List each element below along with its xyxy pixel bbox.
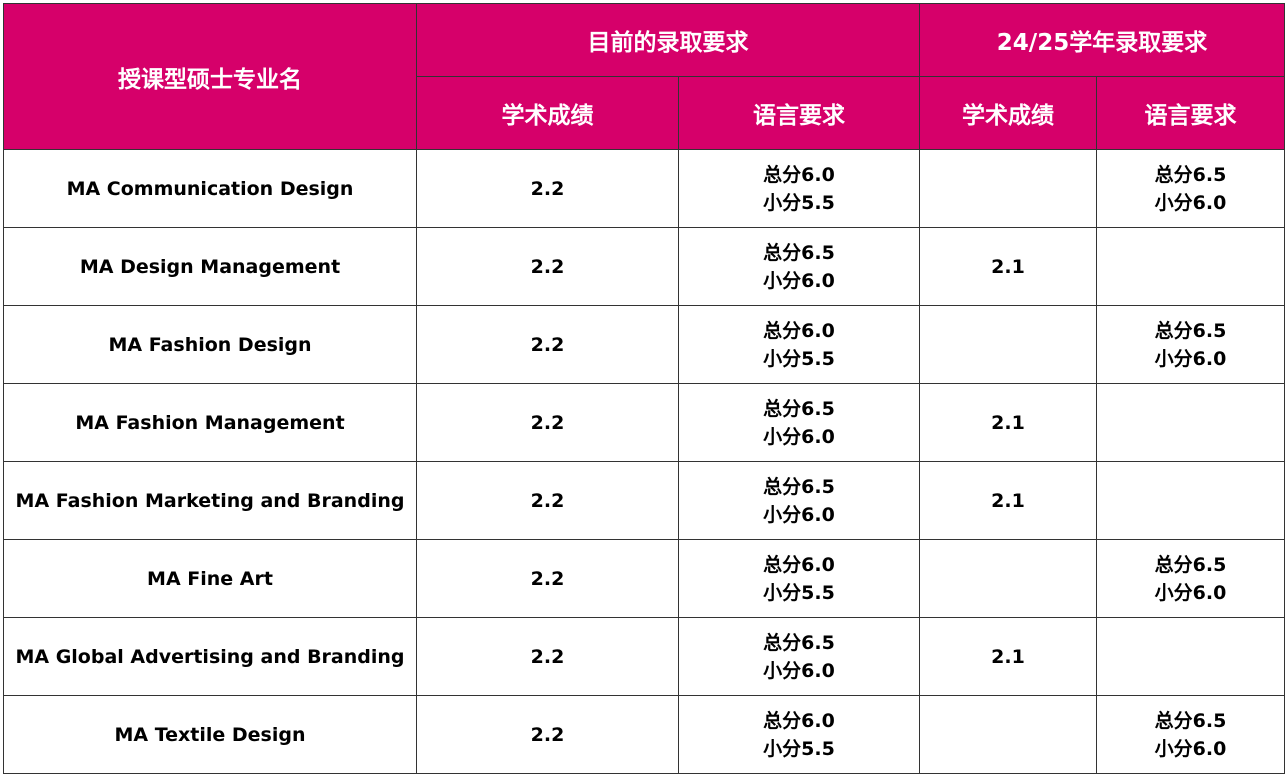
future-language-cell	[1095, 383, 1286, 462]
overall-score: 总分6.5	[763, 241, 835, 264]
future-academic-cell: 2.1	[919, 383, 1097, 462]
future-academic-cell	[919, 149, 1097, 228]
sub-score: 小分5.5	[763, 191, 835, 214]
current-language-cell: 总分6.0 小分5.5	[678, 695, 920, 774]
sub-score: 小分5.5	[763, 581, 835, 604]
overall-score: 总分6.5	[763, 397, 835, 420]
current-academic-cell: 2.2	[416, 305, 679, 384]
current-academic-cell: 2.2	[416, 383, 679, 462]
overall-score: 总分6.5	[1154, 709, 1227, 732]
header-program-name: 授课型硕士专业名	[3, 3, 417, 150]
table-row: MA Communication Design 2.2 总分6.0 小分5.5 总…	[3, 149, 1286, 228]
table-row: MA Global Advertising and Branding 2.2 总…	[3, 617, 1286, 696]
table-row: MA Textile Design 2.2 总分6.0 小分5.5 总分6.5 小分…	[3, 695, 1286, 774]
sub-score: 小分6.0	[1154, 737, 1227, 760]
future-academic-cell	[919, 539, 1097, 618]
current-language-cell: 总分6.5 小分6.0	[678, 227, 920, 306]
admission-requirements-table: 授课型硕士专业名 目前的录取要求 24/25学年录取要求 学术成绩 语言要求 学…	[3, 3, 1286, 774]
current-academic-cell: 2.2	[416, 227, 679, 306]
sub-score: 小分6.0	[763, 269, 835, 292]
sub-score: 小分6.0	[1154, 347, 1227, 370]
overall-score: 总分6.0	[763, 319, 835, 342]
sub-score: 小分6.0	[763, 503, 835, 526]
header-future-academic: 学术成绩	[919, 76, 1097, 150]
table-row: MA Fashion Marketing and Branding 2.2 总分…	[3, 461, 1286, 540]
program-name-cell: MA Fashion Marketing and Branding	[3, 461, 417, 540]
current-academic-cell: 2.2	[416, 149, 679, 228]
program-name-cell: MA Global Advertising and Branding	[3, 617, 417, 696]
future-academic-cell: 2.1	[919, 461, 1097, 540]
overall-score: 总分6.5	[763, 475, 835, 498]
program-name-cell: MA Textile Design	[3, 695, 417, 774]
program-name-cell: MA Fashion Management	[3, 383, 417, 462]
future-academic-cell	[919, 695, 1097, 774]
overall-score: 总分6.5	[1154, 163, 1227, 186]
overall-score: 总分6.5	[1154, 319, 1227, 342]
future-academic-cell: 2.1	[919, 617, 1097, 696]
table-row: MA Fashion Design 2.2 总分6.0 小分5.5 总分6.5 小分…	[3, 305, 1286, 384]
sub-score: 小分6.0	[1154, 191, 1227, 214]
future-language-cell	[1095, 617, 1286, 696]
program-name-cell: MA Design Management	[3, 227, 417, 306]
current-academic-cell: 2.2	[416, 539, 679, 618]
current-academic-cell: 2.2	[416, 461, 679, 540]
overall-score: 总分6.5	[1154, 553, 1227, 576]
header-current-language: 语言要求	[678, 76, 920, 150]
sub-score: 小分5.5	[763, 347, 835, 370]
future-academic-cell: 2.1	[919, 227, 1097, 306]
table-row: MA Fine Art 2.2 总分6.0 小分5.5 总分6.5 小分6.0	[3, 539, 1286, 618]
overall-score: 总分6.0	[763, 163, 835, 186]
admission-requirements-table-container: 授课型硕士专业名 目前的录取要求 24/25学年录取要求 学术成绩 语言要求 学…	[3, 3, 1286, 774]
program-name-cell: MA Fine Art	[3, 539, 417, 618]
future-language-cell	[1095, 461, 1286, 540]
program-name-cell: MA Communication Design	[3, 149, 417, 228]
current-language-cell: 总分6.0 小分5.5	[678, 305, 920, 384]
future-language-cell: 总分6.5 小分6.0	[1095, 305, 1286, 384]
overall-score: 总分6.0	[763, 553, 835, 576]
header-future-language: 语言要求	[1095, 76, 1286, 150]
future-language-cell: 总分6.5 小分6.0	[1095, 149, 1286, 228]
overall-score: 总分6.5	[763, 631, 835, 654]
header-current-requirements: 目前的录取要求	[416, 3, 920, 77]
header-row-groups: 授课型硕士专业名 目前的录取要求 24/25学年录取要求	[3, 3, 1286, 150]
header-2425-requirements: 24/25学年录取要求	[918, 3, 1286, 77]
header-current-academic: 学术成绩	[416, 76, 679, 150]
current-academic-cell: 2.2	[416, 695, 679, 774]
table-row: MA Fashion Management 2.2 总分6.5 小分6.0 2.1	[3, 383, 1286, 462]
header-row-columns: 学术成绩 语言要求 学术成绩 语言要求	[4, 76, 1286, 150]
sub-score: 小分5.5	[763, 737, 835, 760]
program-name-cell: MA Fashion Design	[3, 305, 417, 384]
future-language-cell: 总分6.5 小分6.0	[1095, 695, 1286, 774]
current-language-cell: 总分6.5 小分6.0	[678, 461, 920, 540]
sub-score: 小分6.0	[763, 659, 835, 682]
current-language-cell: 总分6.5 小分6.0	[678, 617, 920, 696]
sub-score: 小分6.0	[763, 425, 835, 448]
future-language-cell	[1095, 227, 1286, 306]
sub-score: 小分6.0	[1154, 581, 1227, 604]
current-language-cell: 总分6.5 小分6.0	[678, 383, 920, 462]
current-language-cell: 总分6.0 小分5.5	[678, 149, 920, 228]
current-language-cell: 总分6.0 小分5.5	[678, 539, 920, 618]
overall-score: 总分6.0	[763, 709, 835, 732]
current-academic-cell: 2.2	[416, 617, 679, 696]
future-language-cell: 总分6.5 小分6.0	[1095, 539, 1286, 618]
future-academic-cell	[919, 305, 1097, 384]
table-row: MA Design Management 2.2 总分6.5 小分6.0 2.1	[3, 227, 1286, 306]
